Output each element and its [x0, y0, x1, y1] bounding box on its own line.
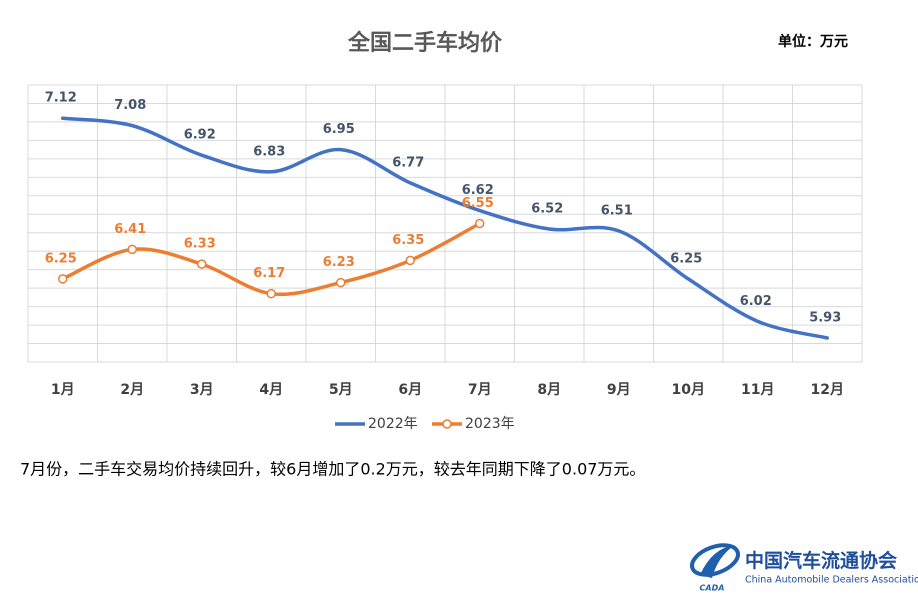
data-label: 5.93 [809, 310, 841, 325]
data-label: 6.25 [670, 251, 702, 266]
x-tick-label: 11月 [741, 382, 774, 398]
data-label: 6.95 [323, 122, 355, 137]
series-line [61, 116, 829, 340]
x-tick-label: 6月 [398, 382, 422, 398]
data-label: 7.12 [45, 91, 77, 106]
x-tick-label: 8月 [537, 382, 561, 398]
point-marker [58, 274, 68, 284]
data-label: 6.83 [253, 144, 285, 159]
unit-label: 单位：万元 [778, 33, 848, 50]
x-tick-label: 9月 [607, 382, 631, 398]
data-label: 6.02 [740, 294, 772, 309]
logo-abbr: CADA [700, 584, 725, 593]
logo-swoosh [700, 545, 735, 578]
logo-english: China Automobile Dealers Association [745, 575, 918, 586]
x-tick-label: 4月 [259, 382, 283, 398]
data-label: 6.92 [184, 128, 216, 143]
data-label: 6.25 [45, 251, 77, 266]
data-label: 6.62 [462, 183, 494, 198]
x-tick-label: 5月 [329, 382, 353, 398]
data-label: 6.55 [462, 196, 494, 211]
point-marker [127, 244, 137, 255]
grid [27, 84, 863, 363]
point-marker [336, 277, 346, 288]
x-tick-label: 1月 [51, 382, 75, 398]
note: 7月份，二手车交易均价持续回升，较6月增加了0.2万元，较去年同期下降了0.07… [20, 460, 645, 479]
point-marker [266, 288, 276, 299]
x-tick-label: 10月 [672, 382, 705, 398]
x-tick-label: 2月 [120, 382, 144, 398]
point-marker [475, 218, 485, 229]
point-marker [405, 255, 415, 266]
data-label: 6.41 [114, 222, 146, 237]
x-tick-label: 7月 [468, 382, 492, 398]
data-label: 7.08 [114, 98, 146, 113]
x-tick-label: 3月 [190, 382, 214, 398]
x-tick-label: 12月 [811, 382, 844, 398]
point-marker [197, 259, 207, 269]
data-label: 6.35 [392, 233, 424, 248]
data-label: 6.33 [184, 237, 216, 252]
logo-name: 中国汽车流通协会 [745, 549, 897, 572]
legend-label: 2022年 [368, 416, 418, 432]
chart-title: 全国二手车均价 [347, 30, 503, 56]
data-label: 6.77 [392, 155, 424, 170]
data-label: 6.17 [253, 266, 285, 281]
data-label: 6.23 [323, 255, 355, 270]
legend-label: 2023年 [465, 416, 515, 432]
legend-marker [442, 419, 452, 429]
data-label: 6.52 [531, 202, 563, 217]
logo-ring [690, 543, 740, 577]
logo: CADA 中国汽车流通协会 China Automobile Dealers A… [690, 543, 918, 593]
data-label: 6.51 [601, 203, 633, 218]
